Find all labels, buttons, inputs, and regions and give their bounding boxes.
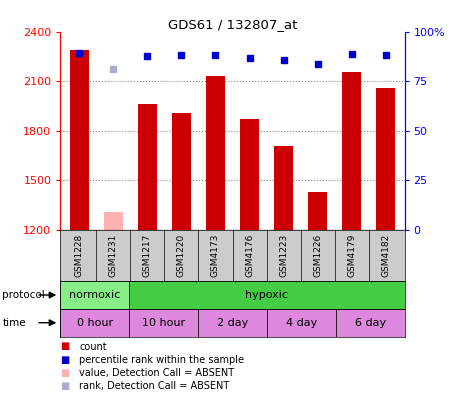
Text: GSM4179: GSM4179 — [347, 234, 356, 277]
Bar — [138, 104, 157, 230]
Bar — [240, 119, 259, 230]
Text: GSM1220: GSM1220 — [177, 234, 186, 277]
Bar — [377, 88, 395, 230]
Text: value, Detection Call = ABSENT: value, Detection Call = ABSENT — [79, 367, 234, 378]
Bar — [267, 309, 336, 337]
Bar — [60, 309, 129, 337]
Bar — [198, 309, 267, 337]
Text: rank, Detection Call = ABSENT: rank, Detection Call = ABSENT — [79, 381, 229, 391]
Bar — [206, 76, 225, 230]
Text: 6 day: 6 day — [355, 318, 385, 328]
Bar — [104, 211, 123, 230]
Text: GDS61 / 132807_at: GDS61 / 132807_at — [168, 18, 297, 31]
Text: GSM4176: GSM4176 — [245, 234, 254, 277]
Bar — [60, 281, 129, 309]
Text: ■: ■ — [60, 367, 70, 378]
Text: hypoxic: hypoxic — [246, 290, 288, 300]
Text: protocol: protocol — [2, 290, 45, 300]
Text: normoxic: normoxic — [69, 290, 120, 300]
Text: 4 day: 4 day — [286, 318, 317, 328]
Text: ■: ■ — [60, 354, 70, 365]
Bar — [172, 112, 191, 230]
Text: 10 hour: 10 hour — [142, 318, 185, 328]
Bar — [129, 281, 405, 309]
Text: GSM1226: GSM1226 — [313, 234, 322, 277]
Text: GSM4173: GSM4173 — [211, 234, 220, 277]
Bar — [129, 309, 198, 337]
Text: 2 day: 2 day — [217, 318, 248, 328]
Text: ■: ■ — [60, 381, 70, 391]
Text: time: time — [2, 318, 26, 328]
Bar — [342, 72, 361, 230]
Bar — [274, 145, 293, 230]
Text: GSM1223: GSM1223 — [279, 234, 288, 277]
Text: GSM1228: GSM1228 — [75, 234, 84, 277]
Text: ■: ■ — [60, 341, 70, 352]
Text: 0 hour: 0 hour — [77, 318, 113, 328]
Bar — [70, 50, 88, 230]
Text: percentile rank within the sample: percentile rank within the sample — [79, 354, 244, 365]
Text: GSM1231: GSM1231 — [109, 234, 118, 277]
Text: count: count — [79, 341, 106, 352]
Text: GSM4182: GSM4182 — [381, 234, 390, 277]
Text: GSM1217: GSM1217 — [143, 234, 152, 277]
Bar — [308, 192, 327, 230]
Bar — [336, 309, 405, 337]
